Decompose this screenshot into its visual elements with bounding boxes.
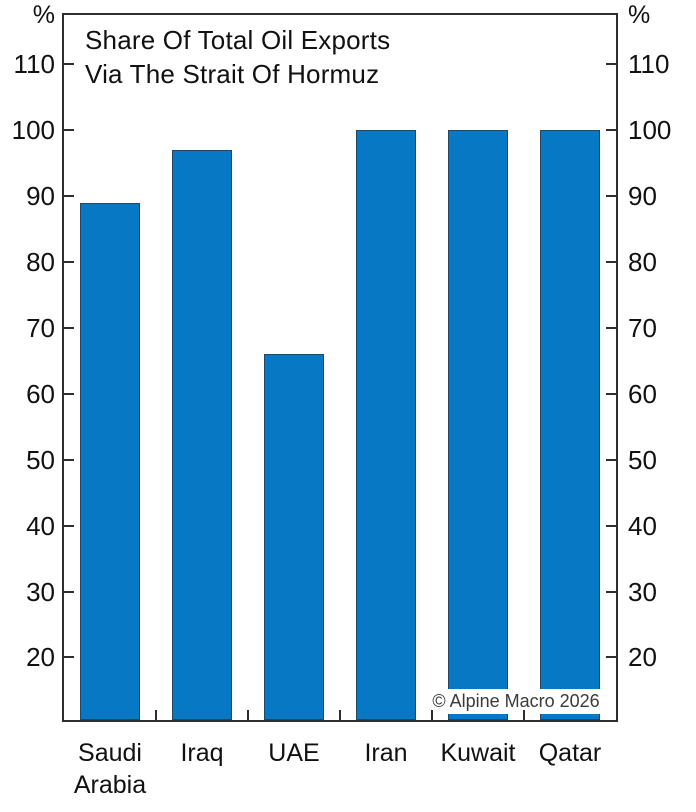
y-tick-label-left: 50	[26, 444, 55, 475]
y-tick-label-left: 110	[13, 49, 55, 80]
y-tick-label-left: 70	[26, 313, 55, 343]
y-tick-right	[606, 63, 616, 66]
y-tick-label-left: 100	[11, 115, 55, 146]
bar-kuwait	[448, 130, 508, 720]
x-label-iran: Iran	[364, 739, 408, 767]
x-label-saudi-arabia: Saudi Arabia	[73, 739, 147, 799]
watermark: © Alpine Macro 2026	[426, 689, 606, 714]
y-tick-left	[64, 458, 74, 461]
y-tick-left	[64, 261, 74, 264]
y-tick-label-left: 30	[26, 576, 55, 607]
chart-title: Share Of Total Oil Exports Via The Strai…	[85, 23, 390, 91]
y-tick-right	[606, 458, 616, 461]
y-tick-label-right: 110	[628, 49, 670, 80]
x-label-iraq: Iraq	[180, 739, 224, 767]
y-tick-right	[606, 195, 616, 198]
x-label-kuwait: Kuwait	[440, 739, 516, 767]
x-label-qatar: Qatar	[538, 739, 602, 767]
chart-title-line1: Share Of Total Oil Exports	[85, 25, 391, 55]
y-tick-label-right: 50	[628, 444, 657, 475]
y-tick-left	[64, 392, 74, 395]
x-tick	[431, 710, 433, 720]
y-tick-label-left: 80	[26, 247, 55, 278]
y-tick-label-right: 60	[628, 378, 657, 409]
y-tick-label-left: 20	[26, 642, 55, 673]
y-tick-right	[606, 656, 616, 659]
y-tick-left	[64, 129, 74, 132]
plot-area: Share Of Total Oil Exports Via The Strai…	[62, 13, 618, 722]
bar-iraq	[172, 150, 232, 720]
y-tick-left	[64, 656, 74, 659]
x-tick	[523, 710, 525, 720]
y-tick-right	[606, 590, 616, 593]
x-tick	[155, 710, 157, 720]
bar-uae	[264, 354, 324, 720]
bar-qatar	[540, 130, 600, 720]
y-tick-label-left: 40	[26, 510, 55, 541]
x-tick	[247, 710, 249, 720]
x-label-uae: UAE	[268, 739, 320, 767]
y-tick-left	[64, 590, 74, 593]
chart-title-line2: Via The Strait Of Hormuz	[85, 59, 380, 89]
y-tick-left	[64, 327, 74, 329]
y-tick-label-right: 80	[628, 247, 657, 278]
y-tick-right	[606, 392, 616, 395]
y-tick-label-right: 70	[628, 313, 657, 343]
watermark-text: © Alpine Macro 2026	[432, 691, 600, 711]
y-tick-right	[606, 327, 616, 329]
y-tick-label-right: 100	[628, 115, 672, 146]
y-tick-right	[606, 524, 616, 527]
y-tick-label-right: 30	[628, 576, 657, 607]
y-tick-label-right: 20	[628, 642, 657, 673]
y-tick-right	[606, 261, 616, 264]
y-tick-label-left: 60	[26, 378, 55, 409]
y-tick-label-right: 40	[628, 510, 657, 541]
y-tick-left	[64, 524, 74, 527]
y-tick-label-right: 90	[628, 181, 657, 212]
y-tick-right	[606, 129, 616, 132]
bar-iran	[356, 130, 416, 720]
y-tick-left	[64, 195, 74, 198]
y-axis-unit-left: %	[32, 1, 55, 29]
y-axis-unit-right: %	[628, 1, 651, 29]
bar-saudi-arabia	[80, 202, 140, 720]
x-tick	[339, 710, 341, 720]
y-tick-label-left: 90	[26, 181, 55, 212]
y-tick-left	[64, 63, 74, 66]
